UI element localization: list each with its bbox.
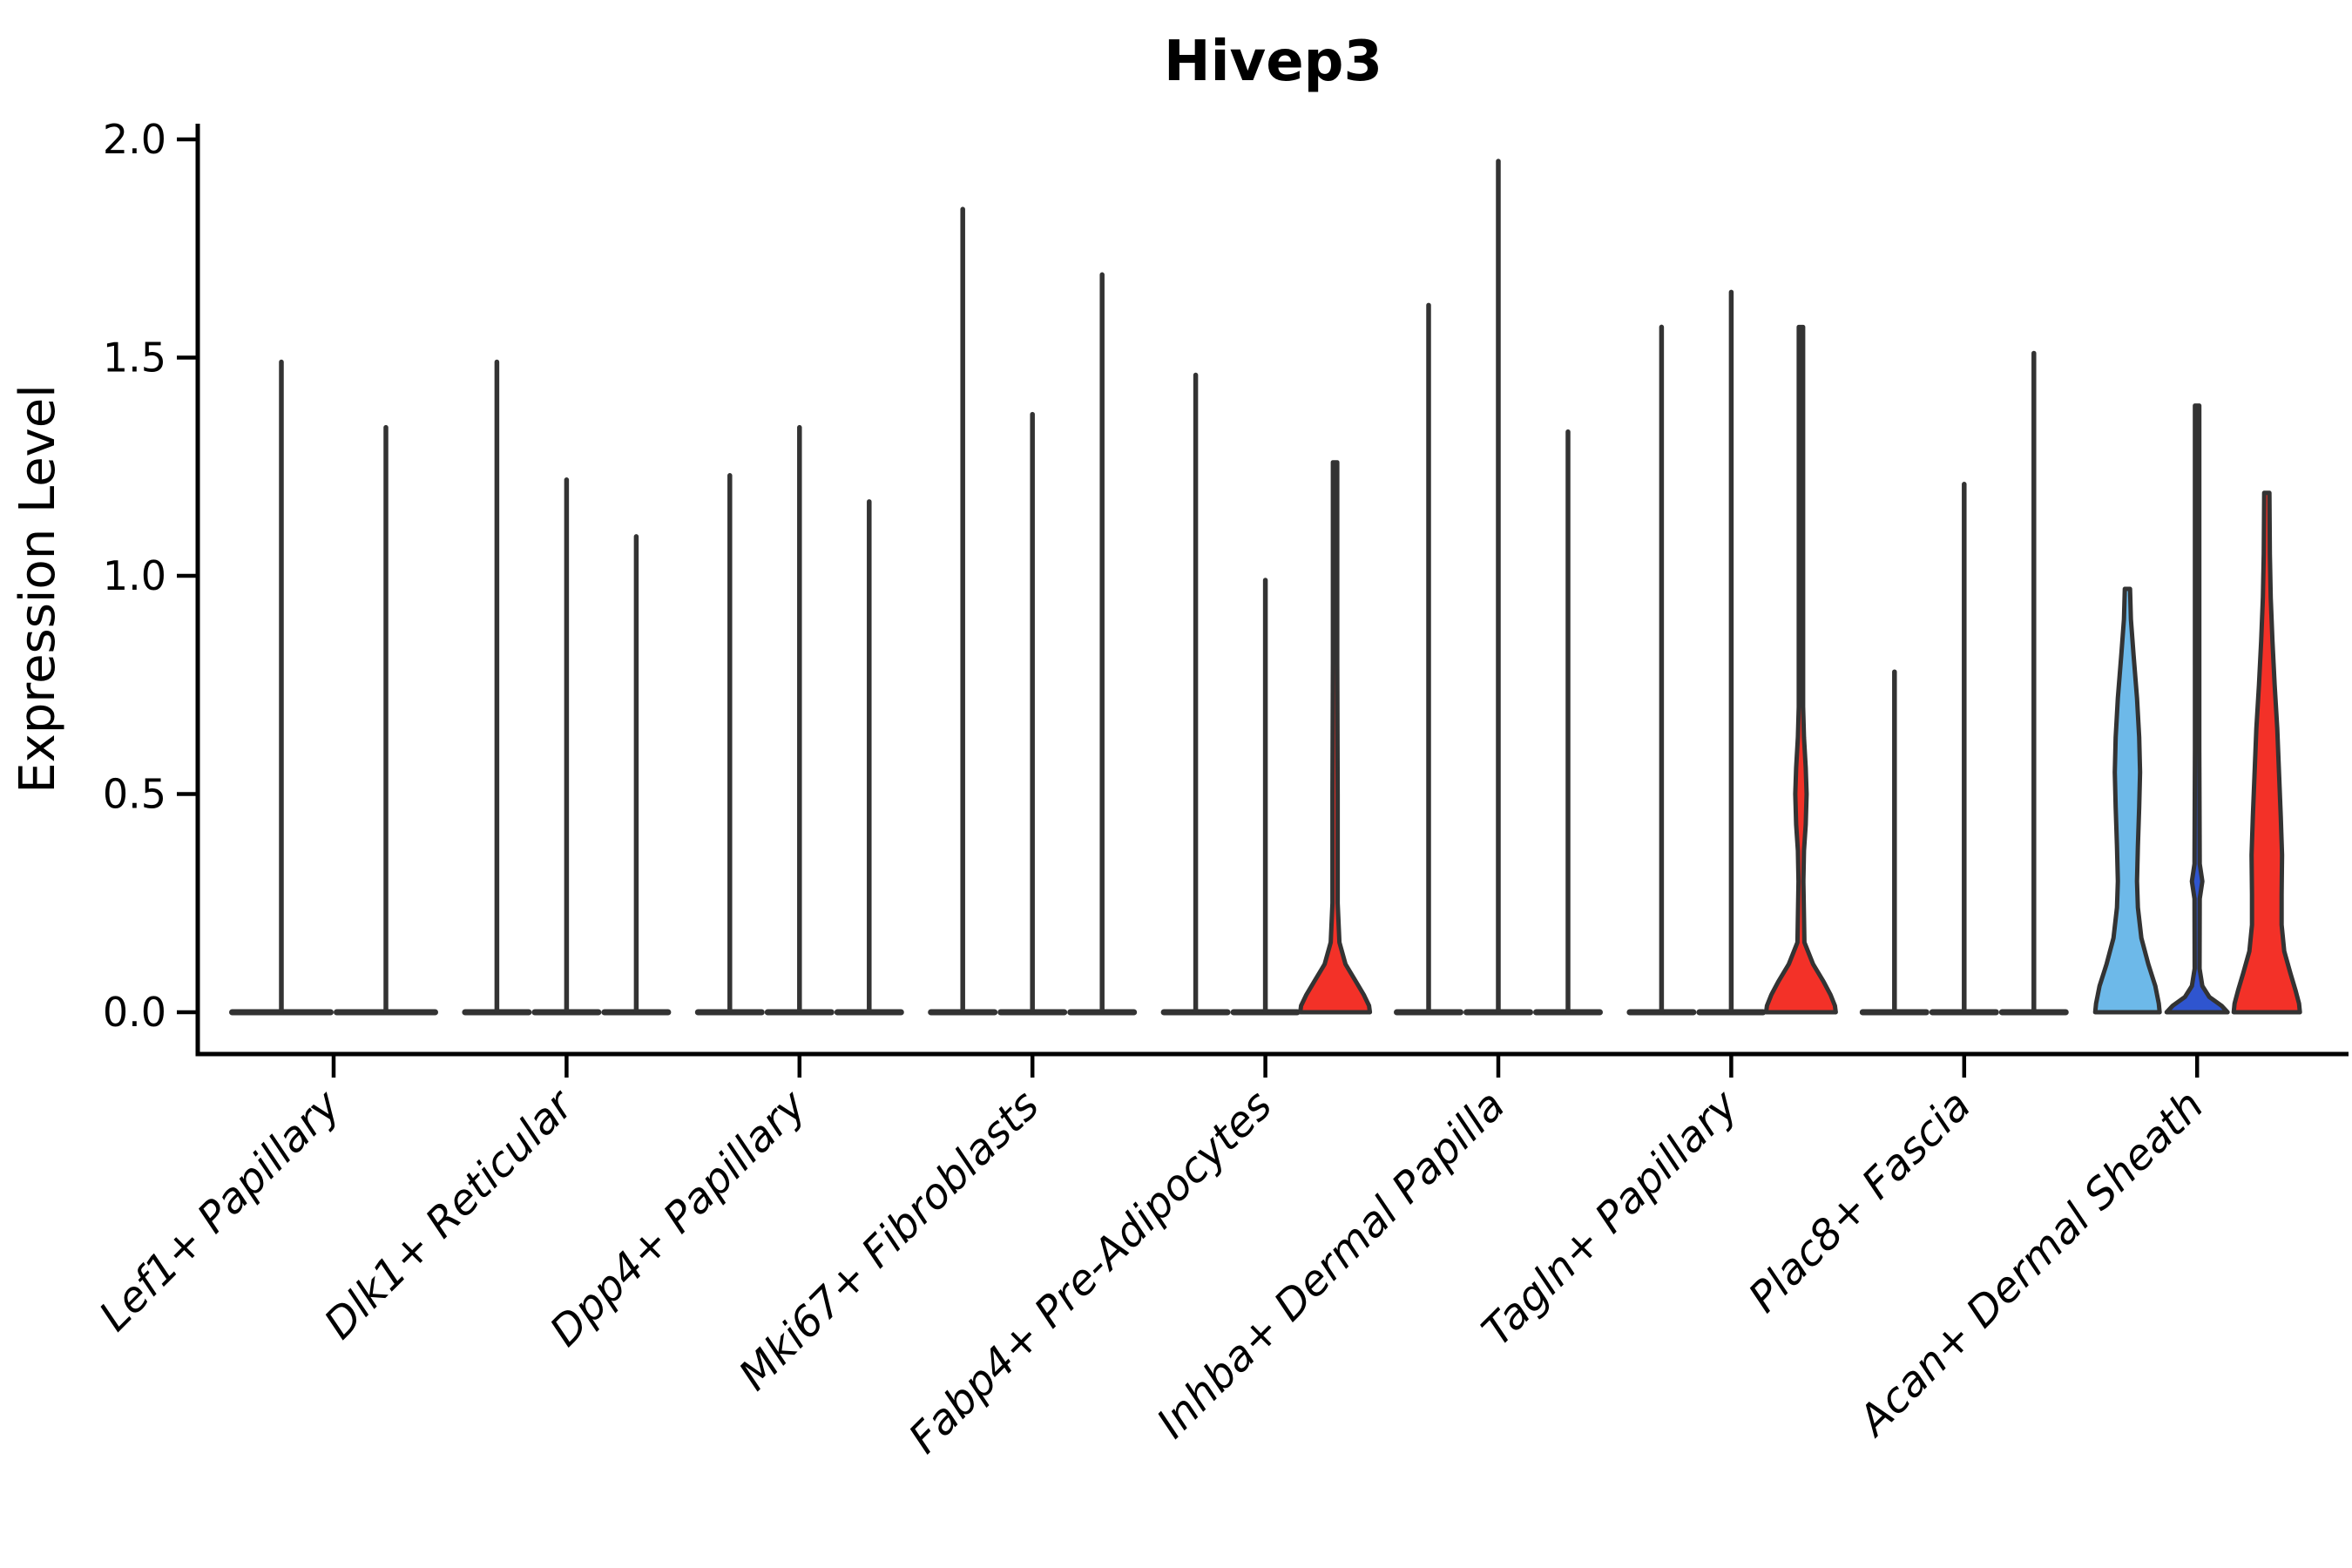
y-tick-label: 0.5 [103,771,166,818]
violin-body-skyblue [2092,586,2162,1015]
y-tick-label: 0.0 [103,989,166,1036]
y-tick-label: 2.0 [103,116,166,163]
y-axis-label: Expression Level [10,384,66,794]
chart-title: Hivep3 [1164,30,1382,94]
y-tick-label: 1.5 [103,335,166,382]
violin-body-blue [2164,403,2230,1015]
y-tick-label: 1.0 [103,552,166,599]
violin-body-red [2231,490,2302,1015]
violin-body-red [1763,324,1838,1015]
violin-body-red [1298,460,1373,1015]
